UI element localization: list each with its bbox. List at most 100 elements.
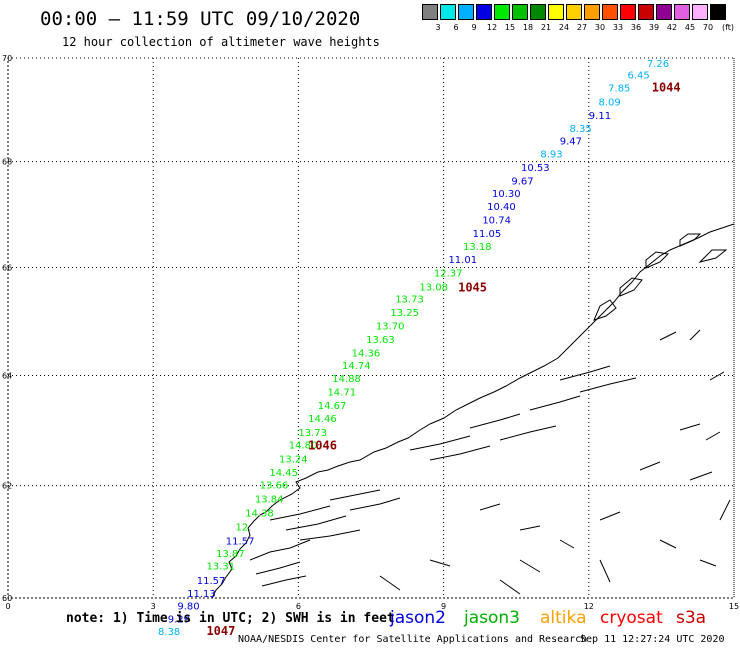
scale-swatch [656,4,672,20]
legend-altika: altika [540,608,587,628]
wave-height-label: 8.35 [569,124,591,135]
scale-swatch [602,4,618,20]
wave-height-label: 14.74 [342,361,371,372]
legend-cryosat: cryosat [600,608,663,628]
lofoten-islands [593,233,728,321]
scale-swatch [638,4,654,20]
wave-height-label: 13.18 [463,242,492,253]
scale-swatch [584,4,600,20]
coastline [211,223,735,599]
scale-label: 6 [453,23,459,32]
lon-tick-label: 9 [441,602,446,611]
lat-tick-label: 70 [2,54,12,63]
wave-height-label: 13.25 [390,308,419,319]
wave-height-label: 8.93 [540,149,562,160]
lon-tick-label: 15 [729,602,739,611]
scale-label: 24 [558,23,570,32]
scale-label: 45 [684,23,696,32]
wave-height-label: 7.85 [608,83,630,94]
wave-height-label: 13.63 [366,335,395,346]
wave-height-label: 11.57 [226,536,255,547]
wave-height-label: 13.70 [376,321,405,332]
wave-height-label: 8.38 [158,627,180,638]
scale-label: 33 [612,23,624,32]
wave-height-label: 13.31 [206,562,235,573]
buoy-id-label: 1044 [652,80,681,94]
legend-jason2: jason2 [390,608,446,628]
scale-label: 9 [471,23,477,32]
lat-lon-grid: 70 68 66 64 62 600 3 6 9 12 15 [2,54,739,611]
wave-height-label: 13.73 [298,428,327,439]
norway-coast [211,223,735,599]
wave-height-label: 14.88 [332,374,361,385]
lat-tick-label: 66 [2,264,12,273]
legend-jason3: jason3 [464,608,520,628]
wave-height-label: 9.47 [560,136,582,147]
wave-height-label: 10.40 [487,202,516,213]
scale-label: 36 [630,23,642,32]
wave-height-label: 9.67 [511,176,533,187]
scale-label: 30 [594,23,606,32]
fjord-lines-central [409,365,637,461]
lat-tick-label: 62 [2,482,12,491]
scale-label: 15 [504,23,516,32]
scale-swatch [710,4,726,20]
wave-height-label: 8.09 [598,97,620,108]
scale-swatch [548,4,564,20]
lat-tick-label: 64 [2,372,12,381]
generated-timestamp: Sep 11 12:27:24 UTC 2020 [580,634,725,645]
lon-tick-label: 12 [584,602,594,611]
inland-lakes [379,329,731,595]
wave-height-label: 14.38 [245,508,274,519]
wave-height-label: 11.05 [473,229,502,240]
scale-label: 70 [702,23,714,32]
wave-height-label: 9.11 [589,111,611,122]
lon-tick-label: 3 [151,602,156,611]
wave-height-label: 13.84 [255,494,284,505]
fjord-lines-south [249,489,401,587]
map-subtitle: 12 hour collection of altimeter wave hei… [62,35,380,49]
scale-label: 42 [666,23,678,32]
wave-height-label: 6.45 [628,71,650,82]
buoy-id-label: 1045 [458,281,487,295]
wave-height-label: 13.08 [419,283,448,294]
wave-height-label: 13.24 [279,454,308,465]
units-note: note: 1) Time is in UTC; 2) SWH is in fe… [66,611,395,626]
scale-unit: (ft) [721,23,735,32]
lat-tick-label: 68 [2,158,12,167]
wave-height-label: 14.36 [352,348,381,359]
map-frame [7,57,735,599]
scale-label: 3 [435,23,441,32]
scale-label: 39 [648,23,660,32]
scale-swatch [530,4,546,20]
lon-tick-label: 0 [5,602,10,611]
wave-height-label: 11.57 [197,576,226,587]
wave-height-label: 13.87 [216,549,245,560]
scale-swatch [494,4,510,20]
legend-s3a: s3a [676,608,707,628]
wave-height-label: 14.45 [269,468,298,479]
scale-swatch [512,4,528,20]
buoy-markers: 1044 1045 1046 1047 [206,80,680,638]
scale-label: 27 [576,23,588,32]
scale-swatch [620,4,636,20]
wave-height-label: 10.30 [492,189,521,200]
wave-height-label: 7.26 [647,59,669,70]
wave-height-label: 10.53 [521,163,550,174]
observations: 7.266.457.85 8.09 9.11 8.359.47 8.93 10.53 9.6… [158,59,669,638]
scale-swatch [422,4,438,20]
wave-height-label: 11.01 [448,255,477,266]
wave-height-label: 9.29 [168,614,190,625]
scale-swatch [440,4,456,20]
wave-height-label: 13.66 [260,480,289,491]
credit-line: NOAA/NESDIS Center for Satellite Applica… [238,634,588,645]
lon-tick-label: 6 [296,602,301,611]
wave-height-label: 14.46 [308,414,337,425]
wave-height-label: 9.80 [177,601,199,612]
scale-swatch [566,4,582,20]
scale-swatch [674,4,690,20]
wave-height-label: 10.74 [482,215,511,226]
wave-height-label: 12.37 [434,269,463,280]
map-title: 00:00 – 11:59 UTC 09/10/2020 [40,8,361,30]
